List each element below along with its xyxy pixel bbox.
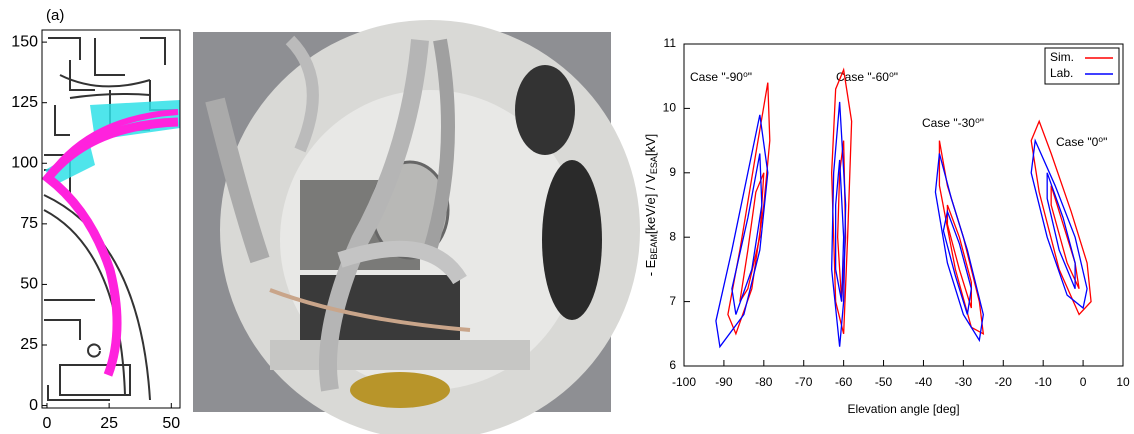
contour-line (731, 153, 763, 315)
x-tick-label: 0 (43, 415, 52, 432)
contour-line (1030, 138, 1088, 310)
x-tick-label: -80 (755, 375, 773, 389)
case-annotation: Case "-60⁰" (836, 70, 898, 84)
y-axis-label-part: - E (643, 259, 658, 276)
contour-line (831, 101, 847, 347)
y-tick-label: 50 (20, 276, 38, 293)
contour-line (946, 204, 972, 309)
y-tick-label: 75 (20, 215, 38, 232)
particle-trajectory (47, 109, 179, 177)
y-tick-label: 0 (29, 397, 38, 414)
contour-line (942, 209, 973, 315)
x-tick-label: 25 (100, 415, 118, 432)
x-tick-label: -40 (915, 375, 933, 389)
y-axis-label-part: BEAM (649, 234, 659, 260)
contour-line (938, 140, 985, 335)
x-axis-label: Elevation angle [deg] (847, 402, 959, 416)
y-tick-label: 7 (669, 294, 676, 308)
x-tick-label: -20 (995, 375, 1013, 389)
contour-line (727, 82, 771, 336)
x-tick-label: -70 (795, 375, 813, 389)
y-tick-label: 125 (11, 94, 38, 111)
x-tick-label: 0 (1080, 375, 1087, 389)
legend-label: Sim. (1050, 50, 1074, 64)
y-tick-label: 11 (664, 36, 677, 50)
y-tick-label: 6 (669, 358, 676, 372)
case-annotation: Case "-30⁰" (922, 116, 984, 130)
y-tick-label: 150 (11, 33, 38, 50)
contour-line (1050, 185, 1080, 289)
y-axis-label-part: [keV/e] / V (643, 174, 658, 234)
y-axis-label-part: ESA (649, 156, 659, 174)
y-axis-label-part: [kV] (643, 134, 658, 156)
x-tick-label: -50 (875, 375, 893, 389)
y-tick-label: 25 (20, 336, 38, 353)
y-tick-label: 8 (669, 229, 676, 243)
panel-label: (a) (46, 7, 64, 24)
case-annotation: Case "0⁰" (1056, 135, 1107, 149)
contour-line (835, 159, 845, 302)
x-tick-label: -30 (955, 375, 973, 389)
contour-line (934, 153, 984, 343)
contour-line (831, 67, 853, 334)
case-annotation: Case "-90⁰" (690, 70, 752, 84)
x-tick-label: -100 (672, 375, 696, 389)
instrument-photo (193, 20, 640, 434)
contour-line (715, 114, 769, 349)
contour-line (1046, 172, 1076, 289)
y-tick-label: 100 (11, 154, 38, 171)
particle-trajectory (41, 117, 179, 377)
x-tick-label: -10 (1035, 375, 1053, 389)
x-tick-label: 50 (162, 415, 180, 432)
x-tick-label: 10 (1116, 375, 1130, 389)
y-tick-label: 10 (663, 101, 677, 115)
x-tick-label: -90 (715, 375, 733, 389)
plot-frame (683, 43, 1124, 367)
legend-box (1044, 47, 1120, 85)
plot-frame (41, 29, 181, 409)
x-tick-label: -60 (835, 375, 853, 389)
y-tick-label: 9 (669, 165, 676, 179)
legend-label: Lab. (1050, 66, 1073, 80)
contour-line (1030, 119, 1092, 316)
y-axis-label: - EBEAM[keV/e] / VESA[kV] (643, 134, 659, 277)
